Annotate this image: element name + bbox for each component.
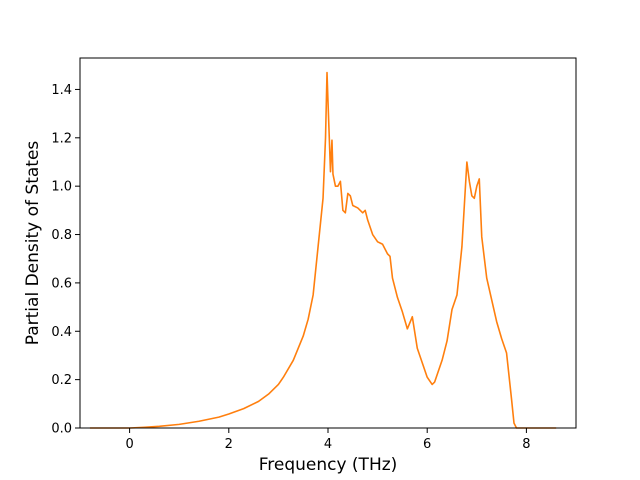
x-axis-label: Frequency (THz) bbox=[259, 455, 398, 475]
y-tick-label: 0.0 bbox=[51, 422, 72, 437]
x-tick-label: 6 bbox=[423, 437, 431, 452]
x-tick-label: 8 bbox=[522, 437, 530, 452]
y-axis-label: Partial Density of States bbox=[23, 141, 43, 346]
x-tick-label: 0 bbox=[125, 437, 133, 452]
y-tick-label: 0.4 bbox=[51, 325, 72, 340]
y-tick-label: 0.2 bbox=[51, 373, 72, 388]
x-tick-label: 4 bbox=[324, 437, 332, 452]
y-tick-label: 0.8 bbox=[51, 228, 72, 243]
y-tick-label: 1.4 bbox=[51, 83, 72, 98]
x-tick-label: 2 bbox=[225, 437, 233, 452]
series-layer bbox=[89, 71, 557, 429]
y-tick-label: 1.2 bbox=[51, 131, 72, 146]
series-line-0 bbox=[89, 71, 557, 429]
x-axis-ticks: 0 2 4 6 8 bbox=[125, 428, 531, 452]
y-tick-label: 1.0 bbox=[51, 180, 72, 195]
y-axis-ticks: 0.0 0.2 0.4 0.6 0.8 1.0 1.2 1.4 bbox=[51, 83, 80, 437]
y-tick-label: 0.6 bbox=[51, 276, 72, 291]
plot-frame bbox=[79, 57, 577, 429]
